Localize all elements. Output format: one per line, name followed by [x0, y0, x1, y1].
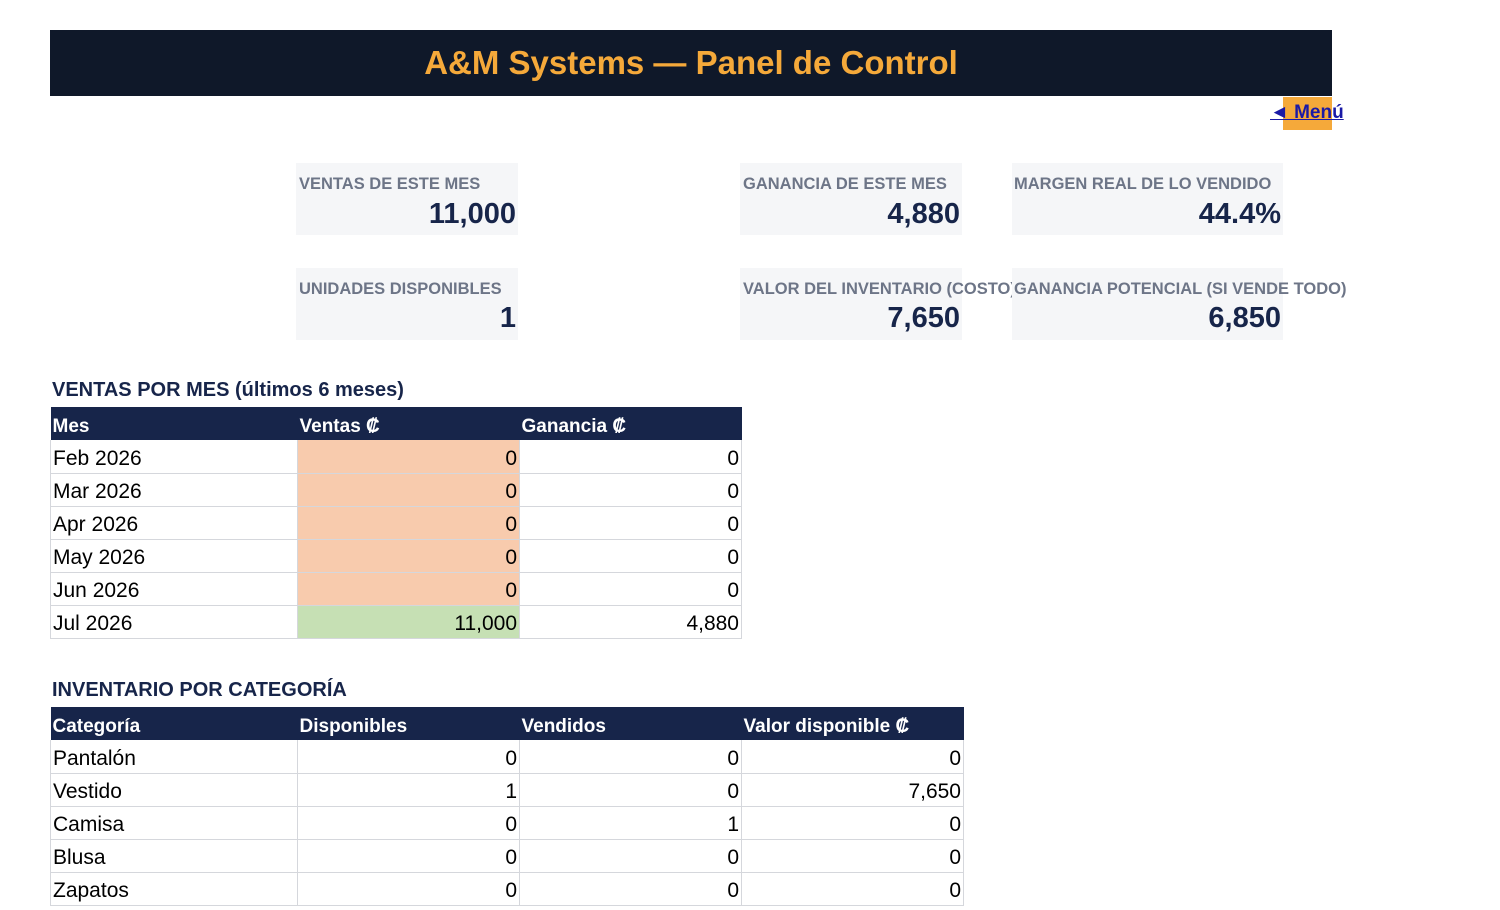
column-header: Valor disponible ₡ [741, 707, 964, 740]
kpi-label: VENTAS DE ESTE MES [299, 175, 481, 193]
kpi-label: GANANCIA POTENCIAL (SI VENDE TODO) [1014, 280, 1347, 298]
value-cell[interactable]: 0 [741, 839, 964, 873]
table-row: Mar 2026 0 0 [50, 473, 742, 507]
profit-cell[interactable]: 4,880 [519, 605, 742, 639]
sold-cell[interactable]: 0 [519, 773, 742, 807]
sales-cell[interactable]: 0 [297, 473, 520, 507]
sold-cell[interactable]: 0 [519, 839, 742, 873]
profit-cell[interactable]: 0 [519, 572, 742, 606]
kpi-label: UNIDADES DISPONIBLES [299, 280, 502, 298]
sold-cell[interactable]: 0 [519, 872, 742, 906]
sold-cell[interactable]: 0 [519, 740, 742, 774]
profit-cell[interactable]: 0 [519, 539, 742, 573]
table-row: Camisa 0 1 0 [50, 806, 964, 840]
kpi-card-potential-profit [1012, 268, 1283, 340]
table-row: Jul 2026 11,000 4,880 [50, 605, 742, 639]
available-cell[interactable]: 0 [297, 839, 520, 873]
profit-cell[interactable]: 0 [519, 440, 742, 474]
sales-cell[interactable]: 0 [297, 539, 520, 573]
month-cell[interactable]: Feb 2026 [50, 440, 298, 474]
table-row: Feb 2026 0 0 [50, 440, 742, 474]
sales-cell[interactable]: 0 [297, 572, 520, 606]
inventory-by-category-title: INVENTARIO POR CATEGORÍA [52, 679, 347, 701]
table-row: Jun 2026 0 0 [50, 572, 742, 606]
table-header-row: Mes Ventas ₡ Ganancia ₡ [50, 407, 742, 440]
kpi-value: 1 [499, 302, 516, 334]
month-cell[interactable]: May 2026 [50, 539, 298, 573]
category-cell[interactable]: Pantalón [50, 740, 298, 774]
category-cell[interactable]: Zapatos [50, 872, 298, 906]
available-cell[interactable]: 0 [297, 740, 520, 774]
column-header: Vendidos [519, 707, 742, 740]
kpi-label: MARGEN REAL DE LO VENDIDO [1014, 175, 1272, 193]
available-cell[interactable]: 0 [297, 872, 520, 906]
column-header: Ventas ₡ [297, 407, 520, 440]
available-cell[interactable]: 0 [297, 806, 520, 840]
kpi-label: GANANCIA DE ESTE MES [743, 175, 947, 193]
table-row: May 2026 0 0 [50, 539, 742, 573]
value-cell[interactable]: 0 [741, 740, 964, 774]
menu-cell [1283, 97, 1332, 130]
sales-cell[interactable]: 0 [297, 440, 520, 474]
column-header: Categoría [50, 707, 298, 740]
value-cell[interactable]: 0 [741, 806, 964, 840]
kpi-card-units-available [296, 268, 518, 340]
sales-by-month-table: Mes Ventas ₡ Ganancia ₡ Feb 2026 0 0 Mar… [50, 407, 742, 639]
table-header-row: Categoría Disponibles Vendidos Valor dis… [50, 707, 964, 740]
month-cell[interactable]: Mar 2026 [50, 473, 298, 507]
kpi-value: 6,850 [1208, 302, 1281, 334]
sales-by-month-title: VENTAS POR MES (últimos 6 meses) [52, 379, 404, 401]
value-cell[interactable]: 0 [741, 872, 964, 906]
profit-cell[interactable]: 0 [519, 506, 742, 540]
month-cell[interactable]: Jun 2026 [50, 572, 298, 606]
profit-cell[interactable]: 0 [519, 473, 742, 507]
page-title: A&M Systems — Panel de Control [424, 44, 958, 81]
menu-link[interactable]: ◄ Menú [1270, 102, 1344, 123]
table-row: Blusa 0 0 0 [50, 839, 964, 873]
kpi-card-profit-month [740, 163, 962, 235]
month-cell[interactable]: Jul 2026 [50, 605, 298, 639]
kpi-label: VALOR DEL INVENTARIO (COSTO) [743, 280, 1012, 298]
value-cell[interactable]: 7,650 [741, 773, 964, 807]
sold-cell[interactable]: 1 [519, 806, 742, 840]
table-row: Apr 2026 0 0 [50, 506, 742, 540]
dashboard-title-bar: A&M Systems — Panel de Control [50, 30, 1332, 96]
kpi-value: 44.4% [1198, 198, 1281, 230]
kpi-card-sales-month [296, 163, 518, 235]
table-row: Vestido 1 0 7,650 [50, 773, 964, 807]
column-header: Ganancia ₡ [519, 407, 742, 440]
column-header: Mes [50, 407, 298, 440]
kpi-value: 4,880 [887, 198, 960, 230]
category-cell[interactable]: Blusa [50, 839, 298, 873]
category-cell[interactable]: Vestido [50, 773, 298, 807]
category-cell[interactable]: Camisa [50, 806, 298, 840]
kpi-card-margin [1012, 163, 1283, 235]
month-cell[interactable]: Apr 2026 [50, 506, 298, 540]
column-header: Disponibles [297, 707, 520, 740]
kpi-value: 11,000 [428, 198, 516, 230]
inventory-by-category-table: Categoría Disponibles Vendidos Valor dis… [50, 707, 964, 906]
table-row: Pantalón 0 0 0 [50, 740, 964, 774]
kpi-value: 7,650 [887, 302, 960, 334]
table-row: Zapatos 0 0 0 [50, 872, 964, 906]
sales-cell[interactable]: 11,000 [297, 605, 520, 639]
sales-cell[interactable]: 0 [297, 506, 520, 540]
kpi-card-inventory-value [740, 268, 962, 340]
available-cell[interactable]: 1 [297, 773, 520, 807]
